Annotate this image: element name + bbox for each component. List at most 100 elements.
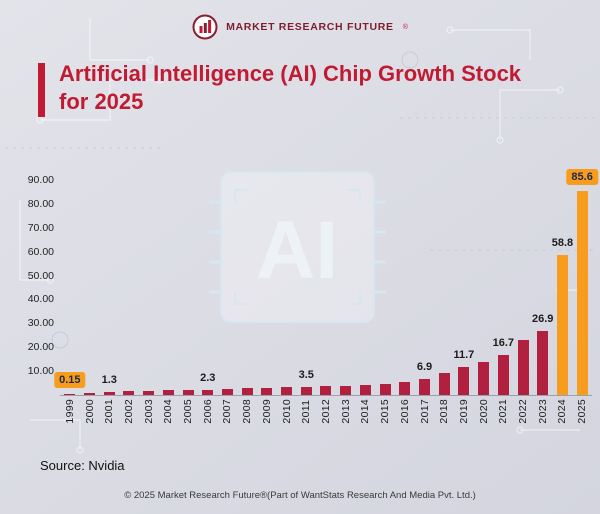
- value-label-2024: 58.8: [551, 236, 574, 249]
- x-tick-2002: 2002: [119, 399, 139, 424]
- bar-slot-2007: [218, 180, 238, 395]
- value-label-2021: 16.7: [492, 337, 515, 350]
- y-axis: 90.00 80.00 70.00 60.00 50.00 40.00 30.00 20.00…: [12, 174, 56, 395]
- bar-slot-2023: 26.9: [532, 180, 553, 395]
- x-tick-2022: 2022: [513, 399, 533, 424]
- x-tick-2008: 2008: [237, 399, 257, 424]
- x-tick-2021: 2021: [493, 399, 513, 424]
- x-tick-label-2022: 2022: [517, 399, 530, 424]
- ai-chip-icon: AI: [209, 171, 386, 323]
- bar-2013: [340, 385, 352, 395]
- bar-slot-2005: [178, 180, 198, 395]
- x-tick-label-2008: 2008: [241, 399, 254, 424]
- brand-logo-text: MARKET RESEARCH FUTURE: [226, 21, 394, 33]
- x-tick-2009: 2009: [257, 399, 277, 424]
- bar-2016: [399, 381, 411, 395]
- bar-2014: [359, 384, 371, 395]
- bar-2012: [320, 386, 332, 395]
- plot-area: 0.15 1.3 2.3 3.5 6.9 11.7 16.7 26.9 58.8 85.6: [54, 168, 598, 396]
- source-note: Source: Nvidia: [40, 458, 125, 473]
- brand-logo-icon: [192, 14, 218, 40]
- bar-slot-2015: [375, 180, 395, 395]
- x-tick-2014: 2014: [356, 399, 376, 424]
- x-tick-2013: 2013: [336, 399, 356, 424]
- y-tick-label: 10.00: [27, 365, 54, 378]
- x-tick-2015: 2015: [375, 399, 395, 424]
- value-label-2017: 6.9: [416, 360, 433, 373]
- bar-slot-2017: 6.9: [415, 180, 435, 395]
- value-label-2011: 3.5: [298, 368, 314, 381]
- x-tick-label-2009: 2009: [260, 399, 273, 424]
- x-tick-label-2014: 2014: [359, 399, 372, 424]
- bar-slot-2003: [139, 180, 159, 395]
- y-tick-label: 60.00: [27, 245, 54, 258]
- bar-2021: [497, 355, 509, 395]
- ai-chip-watermark: AI: [205, 166, 390, 333]
- y-tick-label: 50.00: [27, 269, 54, 282]
- bar-2023: [537, 330, 549, 395]
- brand-logo: MARKET RESEARCH FUTURE ®: [0, 14, 600, 40]
- bar-1999: [64, 394, 76, 395]
- y-tick-label: 90.00: [27, 174, 54, 186]
- x-tick-label-2012: 2012: [319, 399, 332, 424]
- bar-2001: [103, 391, 115, 395]
- bar-slot-2022: [513, 180, 533, 395]
- bar-2005: [182, 389, 194, 395]
- title-accent-bar: [38, 63, 45, 117]
- registered-mark: ®: [402, 23, 408, 31]
- x-tick-2025: 2025: [572, 399, 592, 424]
- x-tick-label-2024: 2024: [556, 399, 569, 424]
- x-tick-label-2019: 2019: [457, 399, 470, 424]
- x-tick-2005: 2005: [178, 399, 198, 424]
- bar-2020: [478, 361, 490, 395]
- x-tick-label-2010: 2010: [280, 399, 293, 424]
- x-tick-label-2001: 2001: [103, 399, 116, 424]
- value-label-2006: 2.3: [200, 371, 216, 384]
- bar-slot-2002: [119, 180, 139, 395]
- bar-slot-2018: [434, 180, 454, 395]
- x-tick-2003: 2003: [139, 399, 159, 424]
- x-tick-2000: 2000: [80, 399, 100, 424]
- bar-slot-2021: 16.7: [492, 180, 515, 395]
- value-label-2001: 1.3: [101, 373, 117, 386]
- x-tick-label-2013: 2013: [339, 399, 352, 424]
- y-tick-label: 80.00: [27, 197, 54, 210]
- y-tick-label: 20.00: [27, 341, 54, 354]
- x-tick-2019: 2019: [454, 399, 474, 424]
- bar-slot-2004: [159, 180, 179, 395]
- value-label-2025: 85.6: [566, 168, 598, 185]
- x-axis: 1999 2000 2001 2002 2003 2004 2005 2006 2007 2008…: [60, 399, 592, 424]
- x-tick-2016: 2016: [395, 399, 415, 424]
- bar-slot-2013: [336, 180, 356, 395]
- x-tick-label-2023: 2023: [536, 399, 549, 424]
- x-tick-label-2011: 2011: [300, 399, 313, 424]
- bar-slot-2012: [316, 180, 336, 395]
- x-tick-label-1999: 1999: [63, 399, 76, 424]
- x-tick-2020: 2020: [474, 399, 494, 424]
- bar-slot-2000: [80, 180, 100, 395]
- y-tick-label: 30.00: [27, 317, 54, 330]
- x-tick-2001: 2001: [99, 399, 119, 424]
- bar-2000: [84, 393, 96, 395]
- x-tick-label-2017: 2017: [418, 399, 431, 424]
- x-tick-label-2016: 2016: [398, 399, 411, 424]
- bar-slot-1999: 0.15: [54, 180, 86, 395]
- bar-2017: [419, 378, 430, 395]
- x-tick-2017: 2017: [415, 399, 435, 424]
- x-tick-label-2006: 2006: [201, 399, 214, 424]
- x-tick-2024: 2024: [553, 399, 573, 424]
- x-tick-label-2025: 2025: [576, 399, 589, 424]
- x-tick-2018: 2018: [434, 399, 454, 424]
- y-tick-label: 70.00: [27, 221, 54, 234]
- bar-slot-2011: 3.5: [296, 180, 316, 395]
- page-title-line-2: for 2025: [59, 88, 144, 114]
- bar-slot-2006: 2.3: [198, 180, 218, 395]
- bar-2011: [300, 386, 312, 395]
- bar-slot-2001: 1.3: [99, 180, 119, 395]
- ai-watermark-text: AI: [256, 205, 338, 296]
- x-tick-label-2020: 2020: [477, 399, 490, 424]
- x-tick-2023: 2023: [533, 399, 553, 424]
- bar-slot-2016: [395, 180, 415, 395]
- bar-2025: [576, 190, 588, 395]
